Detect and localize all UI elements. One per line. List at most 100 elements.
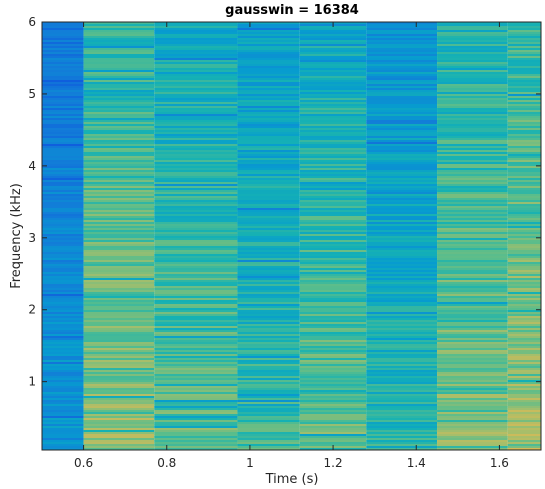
spectrogram-cell xyxy=(237,210,300,213)
spectrogram-cell xyxy=(366,138,438,141)
spectrogram-cell xyxy=(366,118,438,121)
spectrogram-cell xyxy=(42,224,84,227)
spectrogram-cell xyxy=(507,196,541,199)
spectrogram-cell xyxy=(83,36,155,39)
spectrogram-cell xyxy=(507,438,541,441)
spectrogram-cell xyxy=(299,36,367,39)
spectrogram-cell xyxy=(237,212,300,215)
spectrogram-cell xyxy=(83,172,155,175)
spectrogram-cell xyxy=(83,158,155,161)
spectrogram-cell xyxy=(42,262,84,265)
spectrogram-cell xyxy=(437,390,508,393)
spectrogram-cell xyxy=(83,442,155,445)
spectrogram-cell xyxy=(154,164,238,167)
spectrogram-cell xyxy=(437,324,508,327)
spectrogram-cell xyxy=(507,336,541,339)
spectrogram-cell xyxy=(42,164,84,167)
spectrogram-cell xyxy=(299,26,367,29)
spectrogram-cell xyxy=(299,242,367,245)
spectrogram-cell xyxy=(154,80,238,83)
spectrogram-cell xyxy=(366,104,438,107)
spectrogram-cell xyxy=(154,396,238,399)
spectrogram-cell xyxy=(83,326,155,329)
spectrogram-cell xyxy=(366,382,438,385)
spectrogram-cell xyxy=(154,240,238,243)
spectrogram-cell xyxy=(154,24,238,27)
spectrogram-cell xyxy=(366,92,438,95)
spectrogram-cell xyxy=(299,90,367,93)
spectrogram-cell xyxy=(507,154,541,157)
spectrogram-cell xyxy=(507,166,541,169)
spectrogram-cell xyxy=(154,148,238,151)
spectrogram-cell xyxy=(42,186,84,189)
spectrogram-cell xyxy=(366,158,438,161)
spectrogram-cell xyxy=(83,56,155,59)
spectrogram-cell xyxy=(154,48,238,51)
spectrogram-cell xyxy=(366,108,438,111)
spectrogram-cell xyxy=(237,22,300,25)
spectrogram-cell xyxy=(83,88,155,91)
spectrogram-cell xyxy=(42,270,84,273)
spectrogram-cell xyxy=(507,278,541,281)
spectrogram-cell xyxy=(437,328,508,331)
spectrogram-cell xyxy=(366,142,438,145)
spectrogram-cell xyxy=(42,108,84,111)
spectrogram-cell xyxy=(299,342,367,345)
spectrogram-cell xyxy=(83,82,155,85)
spectrogram-cell xyxy=(154,28,238,31)
spectrogram-cell xyxy=(83,242,155,245)
spectrogram-cell xyxy=(237,336,300,339)
spectrogram-cell xyxy=(83,24,155,27)
spectrogram-cell xyxy=(366,352,438,355)
spectrogram-cell xyxy=(42,420,84,423)
spectrogram-cell xyxy=(237,72,300,75)
spectrogram-cell xyxy=(42,424,84,427)
spectrogram-cell xyxy=(299,144,367,147)
spectrogram-cell xyxy=(507,448,541,451)
spectrogram-cell xyxy=(83,86,155,89)
spectrogram-cell xyxy=(366,192,438,195)
spectrogram-cell xyxy=(83,128,155,131)
spectrogram-cell xyxy=(237,146,300,149)
spectrogram-cell xyxy=(507,328,541,331)
spectrogram-cell xyxy=(83,336,155,339)
spectrogram-cell xyxy=(42,306,84,309)
spectrogram-cell xyxy=(154,410,238,413)
spectrogram-cell xyxy=(83,46,155,49)
spectrogram-cell xyxy=(83,112,155,115)
spectrogram-cell xyxy=(437,264,508,267)
spectrogram-cell xyxy=(507,320,541,323)
spectrogram-cell xyxy=(299,82,367,85)
spectrogram-cell xyxy=(366,170,438,173)
spectrogram-cell xyxy=(154,318,238,321)
spectrogram-cell xyxy=(366,66,438,69)
spectrogram-cell xyxy=(42,154,84,157)
spectrogram-cell xyxy=(366,350,438,353)
spectrogram-cell xyxy=(42,84,84,87)
spectrogram-cell xyxy=(154,298,238,301)
spectrogram-cell xyxy=(299,46,367,49)
spectrogram-cell xyxy=(42,60,84,63)
spectrogram-cell xyxy=(237,284,300,287)
spectrogram-cell xyxy=(507,198,541,201)
spectrogram-cell xyxy=(437,322,508,325)
spectrogram-cell xyxy=(366,400,438,403)
spectrogram-cell xyxy=(299,230,367,233)
spectrogram-cell xyxy=(366,238,438,241)
spectrogram-cell xyxy=(437,384,508,387)
spectrogram-cell xyxy=(42,378,84,381)
spectrogram-cell xyxy=(507,128,541,131)
spectrogram-cell xyxy=(42,370,84,373)
spectrogram-cell xyxy=(237,126,300,129)
spectrogram-cell xyxy=(42,408,84,411)
spectrogram-cell xyxy=(437,52,508,55)
spectrogram-cell xyxy=(507,380,541,383)
spectrogram-cell xyxy=(154,304,238,307)
spectrogram-cell xyxy=(366,286,438,289)
spectrogram-cell xyxy=(42,330,84,333)
spectrogram-cell xyxy=(366,424,438,427)
spectrogram-cell xyxy=(42,102,84,105)
spectrogram-cell xyxy=(83,428,155,431)
spectrogram-cell xyxy=(366,336,438,339)
spectrogram-cell xyxy=(437,292,508,295)
